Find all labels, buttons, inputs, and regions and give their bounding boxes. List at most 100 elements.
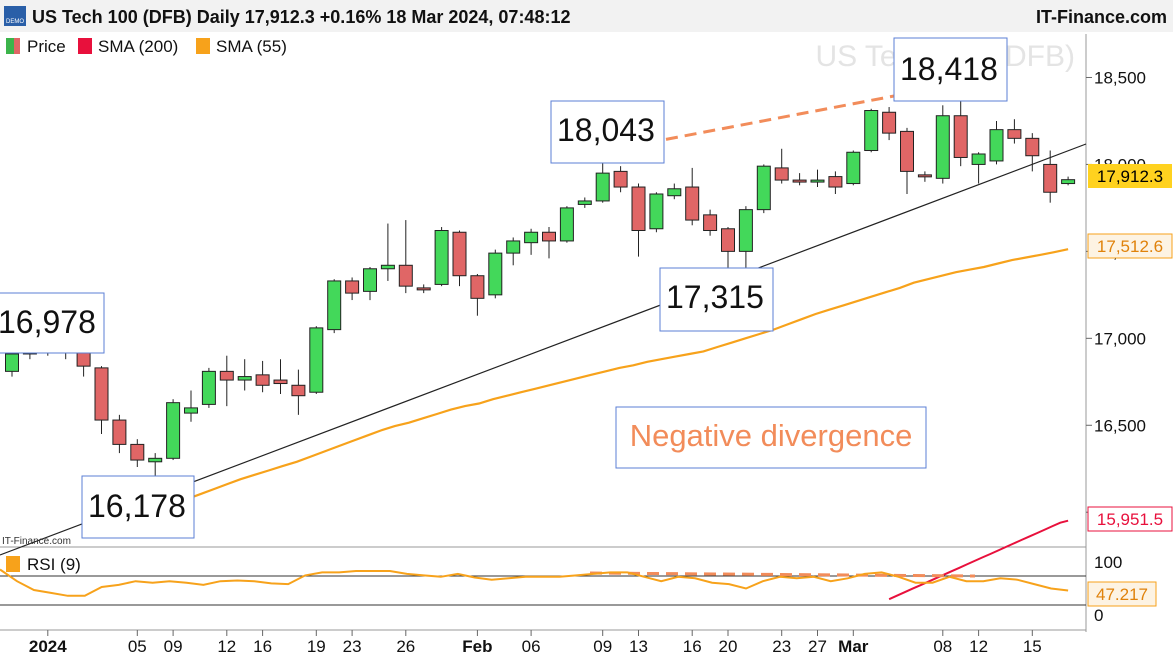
candle-body: [631, 186, 646, 232]
legend: Price SMA (200) SMA (55): [6, 37, 287, 56]
candle-body: [577, 200, 592, 205]
rsi-value-tag: 47.217: [1087, 581, 1157, 607]
header-bar: [0, 0, 1173, 32]
candle-body: [219, 370, 234, 381]
legend-swatch-price: [6, 38, 14, 54]
candle-body: [721, 228, 735, 252]
candle-body: [649, 193, 664, 230]
candle-body: [237, 376, 252, 381]
sma200-price-tag-text: 15,951.5: [1097, 510, 1163, 529]
candle-body: [595, 172, 610, 202]
x-tick-label: 13: [629, 637, 648, 656]
candle-body: [309, 327, 324, 393]
x-tick-label: 26: [396, 637, 415, 656]
rsi-dashed-line: [589, 571, 976, 578]
current-price-tag-text: 17,912.3: [1097, 167, 1163, 186]
annotation-low-jan-text: 16,178: [88, 488, 186, 524]
candle-body: [864, 110, 879, 152]
candle-body: [291, 384, 306, 397]
x-tick-label: 2024: [29, 637, 67, 656]
annotation-divergence-text: Negative divergence: [630, 418, 913, 453]
candle-body: [882, 111, 897, 134]
candle-body: [130, 443, 145, 461]
annotation-high-mar-text: 18,418: [900, 51, 998, 87]
candle-body: [667, 188, 682, 197]
candle-body: [452, 231, 467, 277]
rsi-label: RSI (9): [27, 555, 81, 574]
demo-badge: DEMO: [6, 19, 24, 25]
candle-body: [613, 170, 628, 188]
sma-55-line: [127, 248, 1069, 521]
x-tick-label: 16: [253, 637, 272, 656]
x-tick-label: 27: [808, 637, 827, 656]
legend-label-sma55: SMA (55): [216, 37, 287, 56]
rsi-legend-swatch: [6, 556, 20, 572]
candle-body: [380, 264, 395, 270]
x-tick-label: Mar: [838, 637, 869, 656]
demo-icon: [4, 6, 26, 26]
legend-swatch-sma200: [78, 38, 92, 54]
annotation-high-feb: 18,043: [550, 100, 665, 164]
candle-body: [935, 115, 950, 179]
candle-body: [184, 407, 198, 414]
candle-body: [5, 353, 19, 372]
x-tick-label: 23: [343, 637, 362, 656]
candle-body: [524, 231, 539, 244]
candle-body: [792, 179, 807, 183]
annotation-low-jan-left: 16,978: [0, 292, 105, 354]
y-tick-label: 18,500: [1094, 68, 1146, 87]
current-price-tag: 17,912.3: [1088, 164, 1172, 188]
sma55-price-tag: 17,512.6: [1087, 233, 1173, 259]
annotation-high-feb-text: 18,043: [557, 112, 655, 148]
x-tick-label: 16: [683, 637, 702, 656]
candle-body: [1025, 137, 1040, 157]
legend-swatch-price-b: [14, 38, 20, 54]
x-tick-label: 19: [307, 637, 326, 656]
x-tick-label: 12: [969, 637, 988, 656]
candle-body: [94, 367, 109, 421]
x-tick-label: 09: [593, 637, 612, 656]
candle-body: [756, 165, 771, 211]
candle-body: [255, 374, 270, 386]
x-tick-label: 15: [1023, 637, 1042, 656]
rsi-line: [0, 568, 1069, 597]
legend-label-price: Price: [27, 37, 66, 56]
annotation-low-jan: 16,178: [81, 475, 195, 539]
candle-body: [273, 379, 288, 385]
candle-body: [488, 252, 503, 296]
x-tick-label: Feb: [462, 637, 492, 656]
x-tick-label: 23: [772, 637, 791, 656]
candle-body: [828, 176, 843, 188]
rsi-axis-0: 0: [1094, 606, 1103, 625]
candle-body: [953, 115, 968, 158]
candle-body: [738, 209, 753, 252]
annotation-low-feb-text: 17,315: [666, 279, 764, 315]
candles: [5, 91, 1076, 482]
candle-body: [416, 287, 431, 291]
sma55-price-tag-text: 17,512.6: [1097, 237, 1163, 256]
candle-body: [810, 179, 825, 183]
annotation-high-mar: 18,418: [893, 37, 1008, 102]
chart-title: US Tech 100 (DFB) Daily 17,912.3 +0.16% …: [32, 7, 570, 27]
candle-body: [470, 275, 485, 299]
candle-body: [327, 280, 342, 331]
candle-body: [685, 186, 700, 221]
candle-body: [774, 167, 789, 181]
candle-body: [166, 402, 181, 459]
x-axis: 2024 05 09 12 16 19 23 26 Feb 06 09 13 16 20 23 27 Mar 08…: [29, 630, 1042, 656]
brand-name: IT-Finance.com: [1036, 7, 1167, 27]
legend-swatch-sma55: [196, 38, 210, 54]
candle-body: [1061, 179, 1076, 185]
candle-body: [989, 129, 1004, 162]
x-tick-label: 06: [522, 637, 541, 656]
candle-body: [506, 240, 521, 254]
candle-body: [201, 370, 216, 405]
candle-body: [398, 264, 413, 287]
candle-body: [542, 231, 556, 242]
x-tick-label: 05: [128, 637, 147, 656]
candle-body: [900, 130, 914, 172]
y-tick-label: 17,000: [1094, 329, 1146, 348]
candle-body: [846, 151, 861, 185]
candle-body: [559, 207, 574, 242]
